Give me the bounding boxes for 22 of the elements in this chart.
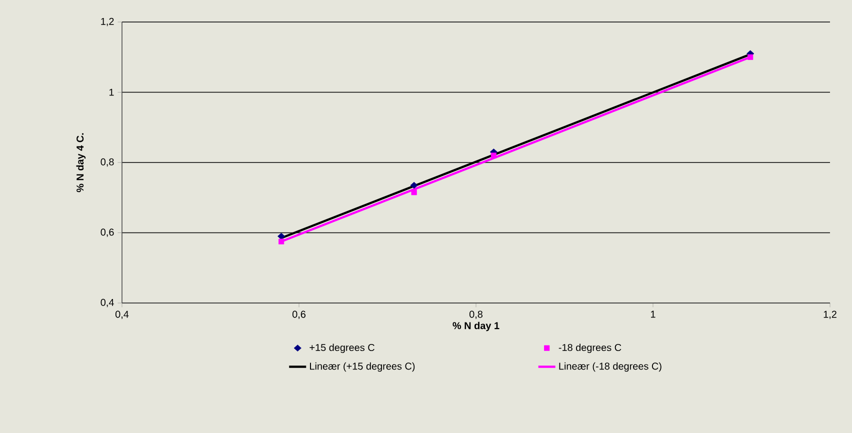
legend-label: +15 degrees C [310,344,374,353]
x-tick-label: 1,2 [824,310,836,320]
point [411,190,417,196]
x-tick-label: 0,8 [469,310,482,320]
x-tick-label: 1 [650,310,656,318]
legend-label: Lineær (+15 degrees C) [310,362,415,372]
point [410,182,418,189]
y-axis-title: % N day 4 C. [76,133,86,192]
y-tick-label: 1,2 [101,18,114,26]
x-axis-title: % N day 1 [452,322,500,332]
x-tick-label: 0,6 [292,310,306,320]
point [278,232,286,240]
y-tick-label: 0,6 [100,228,114,237]
point [490,152,496,158]
x-tick-label: 0,4 [115,310,129,320]
y-tick-label: 1 [109,88,114,96]
y-tick-label: 0,8 [100,158,114,167]
y-tick-label: 0,4 [100,298,114,308]
legend-label: -18 degrees C [558,344,622,353]
legend-label: Lineær (-18 degrees C) [559,362,662,372]
point [278,238,284,244]
point [748,54,754,60]
